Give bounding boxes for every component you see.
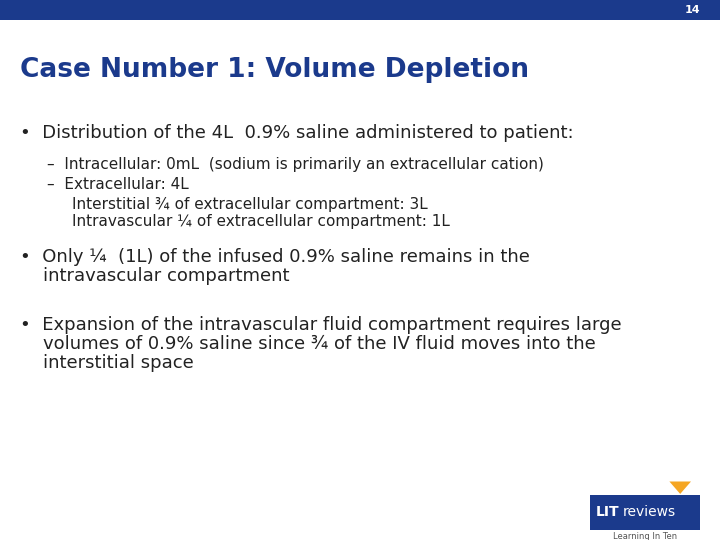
Text: Intravascular ¼ of extracellular compartment: 1L: Intravascular ¼ of extracellular compart… [72,214,450,229]
Text: reviews: reviews [623,505,676,519]
Text: 14: 14 [684,5,700,15]
Text: Interstitial ¾ of extracellular compartment: 3L: Interstitial ¾ of extracellular compartm… [72,197,428,212]
Text: –  Extracellular: 4L: – Extracellular: 4L [47,177,189,192]
Text: volumes of 0.9% saline since ¾ of the IV fluid moves into the: volumes of 0.9% saline since ¾ of the IV… [20,335,596,353]
Text: •  Distribution of the 4L  0.9% saline administered to patient:: • Distribution of the 4L 0.9% saline adm… [20,124,574,142]
Text: •  Only ¼  (1L) of the infused 0.9% saline remains in the: • Only ¼ (1L) of the infused 0.9% saline… [20,248,530,266]
Text: LIT: LIT [595,505,619,519]
Text: Case Number 1: Volume Depletion: Case Number 1: Volume Depletion [20,57,529,83]
Text: interstitial space: interstitial space [20,354,194,372]
Text: intravascular compartment: intravascular compartment [20,267,289,285]
Text: –  Intracellular: 0mL  (sodium is primarily an extracellular cation): – Intracellular: 0mL (sodium is primaril… [47,157,544,172]
Text: •  Expansion of the intravascular fluid compartment requires large: • Expansion of the intravascular fluid c… [20,316,622,334]
Text: Learning In Ten: Learning In Ten [613,532,677,540]
